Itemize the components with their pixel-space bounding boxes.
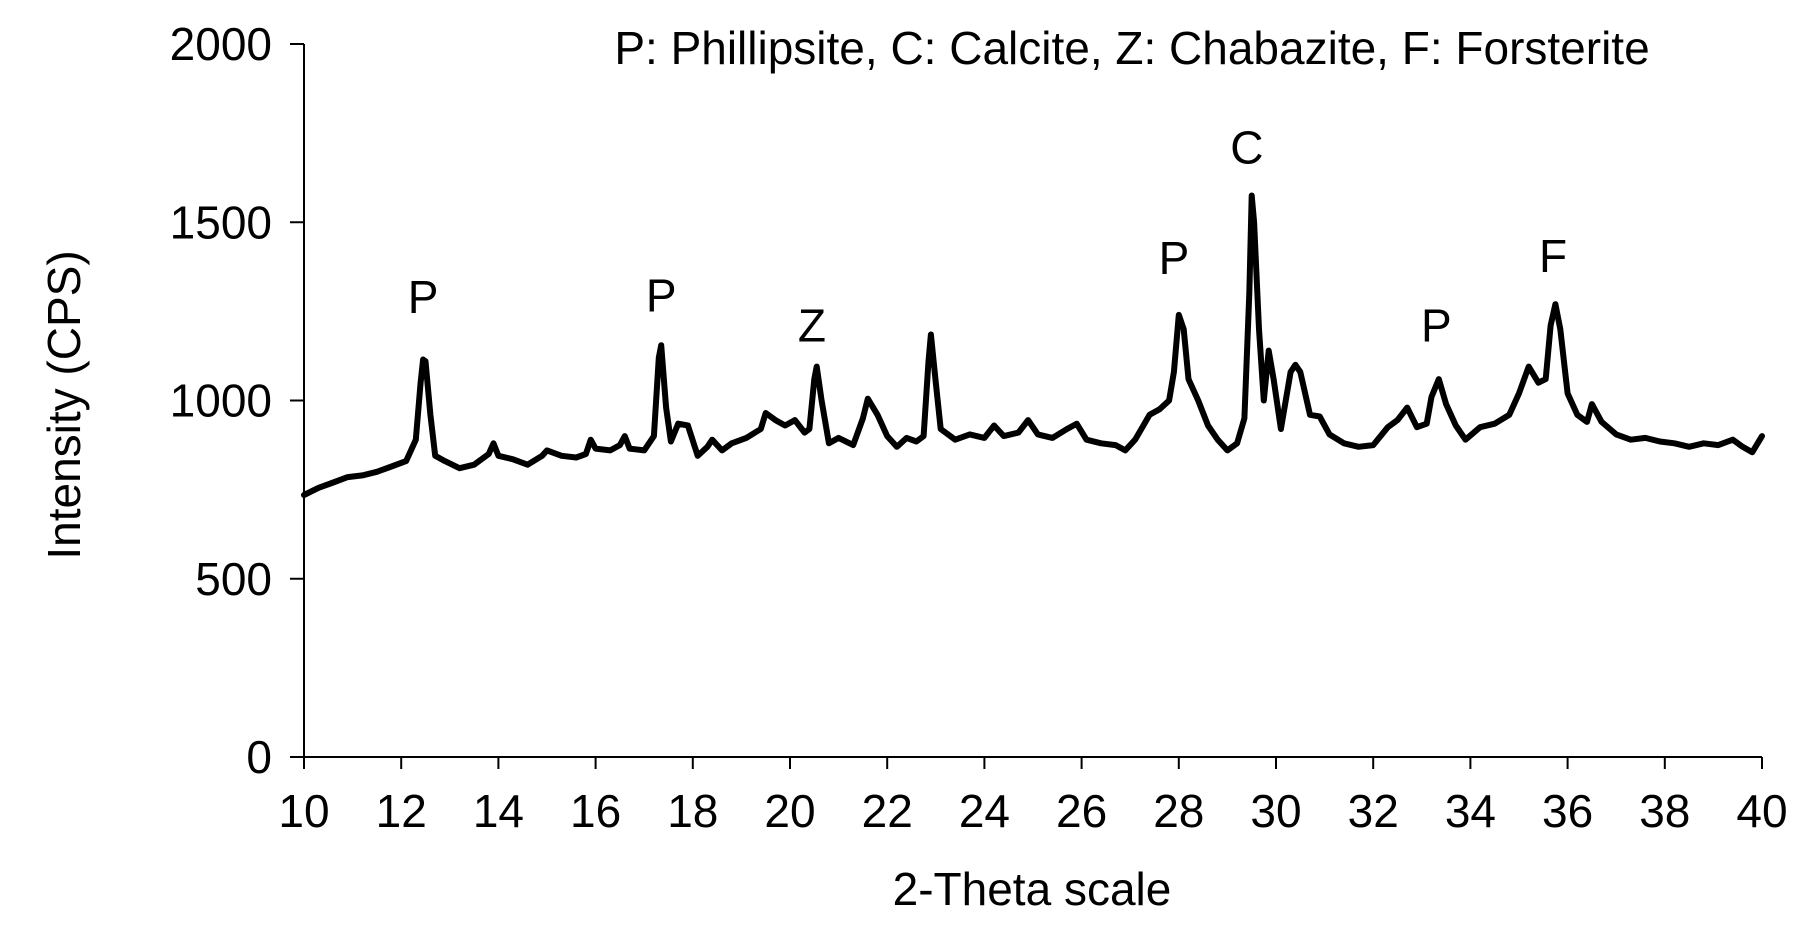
peak-label: P: [646, 269, 677, 321]
x-tick-label: 32: [1348, 785, 1399, 837]
y-ticks: 0 500 1000 1500 2000: [170, 18, 304, 783]
x-tick-label: 38: [1639, 785, 1690, 837]
y-tick-label: 0: [246, 731, 272, 783]
x-tick-label: 40: [1736, 785, 1787, 837]
y-tick-label: 1000: [170, 375, 272, 427]
peak-annotations: P P Z P C P F: [408, 121, 1567, 351]
y-axis-label: Intensity (CPS): [38, 250, 90, 559]
peak-label: Z: [798, 300, 826, 352]
axes: [303, 44, 1762, 758]
x-tick-label: 28: [1153, 785, 1204, 837]
y-tick-label: 1500: [170, 196, 272, 248]
x-tick-label: 22: [862, 785, 913, 837]
x-ticks: 10 12 14 16 18 20 22 24 26 28 30 32 34 36 38 40: [278, 757, 1788, 837]
x-tick-label: 20: [764, 785, 815, 837]
x-tick-label: 18: [667, 785, 718, 837]
y-tick-label: 500: [195, 553, 272, 605]
x-tick-label: 10: [278, 785, 329, 837]
peak-label: P: [408, 271, 439, 323]
y-tick-label: 2000: [170, 18, 272, 70]
peak-label: C: [1230, 121, 1263, 173]
x-tick-label: 36: [1542, 785, 1593, 837]
x-tick-label: 26: [1056, 785, 1107, 837]
peak-label: P: [1421, 300, 1452, 352]
x-tick-label: 30: [1250, 785, 1301, 837]
legend-note: P: Phillipsite, C: Calcite, Z: Chabazite…: [614, 22, 1649, 74]
x-tick-label: 12: [376, 785, 427, 837]
peak-label: P: [1159, 232, 1190, 284]
x-tick-label: 24: [959, 785, 1010, 837]
x-tick-label: 34: [1445, 785, 1496, 837]
x-tick-label: 14: [473, 785, 524, 837]
series-line: [301, 192, 1765, 498]
x-axis-label: 2-Theta scale: [893, 863, 1172, 915]
peak-label: F: [1539, 230, 1567, 282]
x-tick-label: 16: [570, 785, 621, 837]
